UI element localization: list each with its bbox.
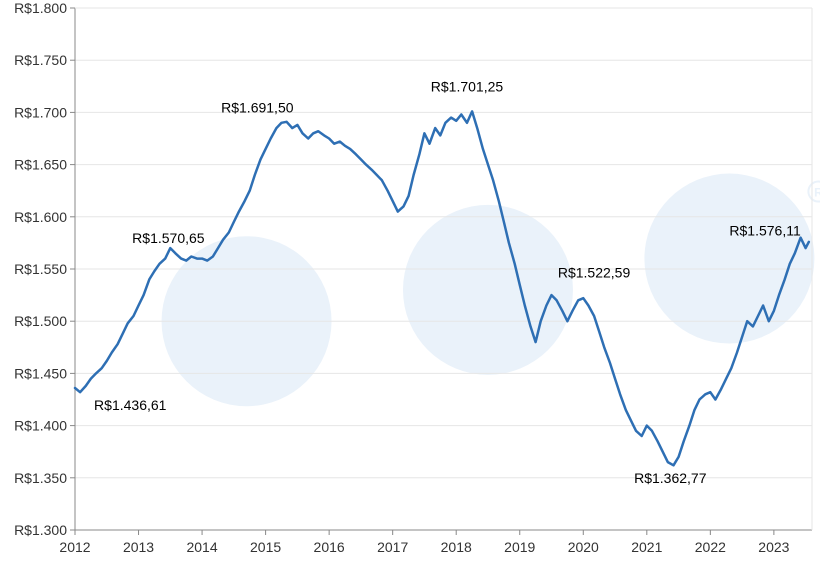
- y-tick-label: R$1.750: [14, 52, 67, 68]
- x-tick-label: 2012: [59, 539, 90, 555]
- y-tick-label: R$1.650: [14, 157, 67, 173]
- y-tick-label: R$1.700: [14, 104, 67, 120]
- y-tick-label: R$1.300: [14, 522, 67, 538]
- point-label: R$1.701,25: [431, 79, 504, 95]
- y-tick-label: R$1.600: [14, 209, 67, 225]
- x-tick-label: 2016: [314, 539, 345, 555]
- x-tick-label: 2015: [250, 539, 281, 555]
- x-tick-label: 2023: [758, 539, 789, 555]
- x-tick-label: 2020: [568, 539, 599, 555]
- y-tick-label: R$1.550: [14, 261, 67, 277]
- point-label: R$1.570,65: [132, 230, 205, 246]
- chart-container: 333RR$1.300R$1.350R$1.400R$1.450R$1.500R…: [0, 0, 820, 567]
- point-label: R$1.436,61: [94, 397, 167, 413]
- watermark-registered-r: R: [814, 186, 820, 200]
- x-tick-label: 2021: [631, 539, 662, 555]
- line-chart: 333RR$1.300R$1.350R$1.400R$1.450R$1.500R…: [0, 0, 820, 567]
- y-tick-label: R$1.450: [14, 365, 67, 381]
- point-label: R$1.576,11: [729, 223, 801, 239]
- y-tick-label: R$1.500: [14, 313, 67, 329]
- x-tick-label: 2018: [441, 539, 472, 555]
- x-tick-label: 2017: [377, 539, 408, 555]
- y-tick-label: R$1.400: [14, 418, 67, 434]
- y-tick-label: R$1.800: [14, 0, 67, 16]
- x-tick-label: 2013: [123, 539, 154, 555]
- y-tick-label: R$1.350: [14, 470, 67, 486]
- point-label: R$1.522,59: [558, 264, 631, 280]
- point-label: R$1.362,77: [634, 470, 707, 486]
- point-label: R$1.691,50: [221, 99, 294, 115]
- x-tick-label: 2014: [186, 539, 217, 555]
- x-tick-label: 2022: [695, 539, 726, 555]
- x-tick-label: 2019: [504, 539, 535, 555]
